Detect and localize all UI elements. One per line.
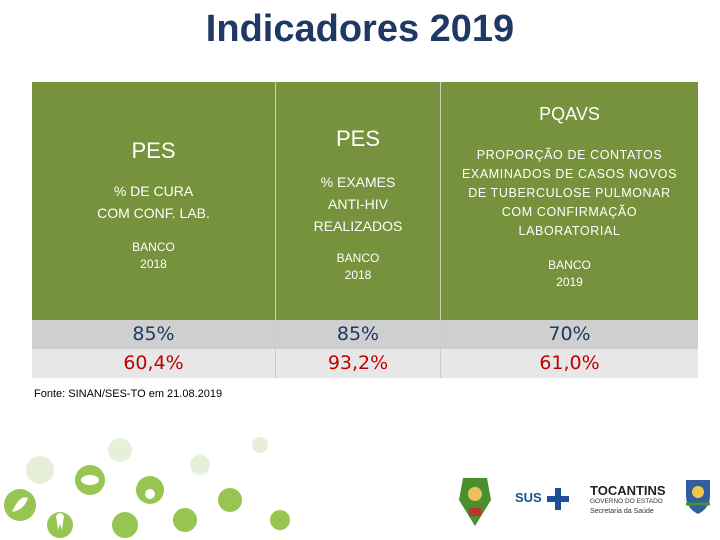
target-value: 70% (548, 323, 591, 345)
column-header: PQAVS (539, 104, 600, 124)
paw-shape (145, 489, 155, 499)
indicator-header-band (32, 82, 698, 320)
column-header: PES (131, 138, 176, 163)
ribbon-shape (56, 513, 64, 530)
leaf-shape (12, 497, 28, 512)
sus-cross-icon (547, 488, 569, 510)
indicator-column-1: PES % DE CURA COM CONF. LAB. BANCO 2018 (32, 82, 275, 320)
ribbon-icon (47, 512, 73, 538)
result-value: 60,4% (123, 352, 184, 374)
sus-logo: SUS (515, 490, 542, 505)
data-source-label: BANCO 2019 (548, 258, 591, 289)
data-source-label: BANCO 2018 (132, 240, 175, 271)
state-coat-of-arms-icon (686, 480, 710, 514)
page-title: Indicadores 2019 (205, 8, 515, 50)
data-source-label: BANCO 2018 (336, 251, 380, 282)
column-header: PES (335, 126, 381, 151)
result-values-row: 60,4% 93,2% 61,0% (32, 349, 698, 378)
source-note: Fonte: SINAN/SES-TO em 21.08.2019 (34, 388, 223, 400)
target-value: 85% (132, 323, 175, 345)
result-value: 93,2% (327, 352, 389, 374)
decor-circle-icon (108, 438, 132, 462)
health-program-logo (459, 478, 491, 526)
indicator-column-3: PQAVS PROPORÇÃO DE CONTATOS EXAMINADOS D… (441, 82, 698, 320)
institutional-logos: SUS TOCANTINS GOVERNO DO ESTADO Secretar… (455, 470, 715, 532)
decor-circle-icon (190, 455, 210, 475)
mosquito-icon (218, 488, 242, 512)
indicator-description: % EXAMES ANTI-HIV REALIZADOS (313, 174, 403, 234)
decor-circle-icon (26, 456, 54, 484)
runner-icon (112, 512, 138, 538)
target-value: 85% (336, 323, 380, 345)
health-icons-decoration (4, 437, 290, 538)
syringe-icon (173, 508, 197, 532)
column-divider (440, 82, 441, 378)
tocantins-logo-text: TOCANTINS GOVERNO DO ESTADO Secretaria d… (590, 483, 666, 515)
result-value: 61,0% (539, 352, 600, 374)
indicator-column-2: PES % EXAMES ANTI-HIV REALIZADOS BANCO 2… (276, 82, 440, 320)
indicator-description: % DE CURA COM CONF. LAB. (97, 183, 210, 221)
indicator-description: PROPORÇÃO DE CONTATOS EXAMINADOS DE CASO… (461, 148, 678, 238)
column-divider (275, 82, 276, 378)
pill-icon (270, 510, 290, 530)
eye-shape (81, 475, 99, 485)
decor-circle-icon (252, 437, 268, 453)
target-values-row: 85% 85% 70% (32, 320, 698, 349)
